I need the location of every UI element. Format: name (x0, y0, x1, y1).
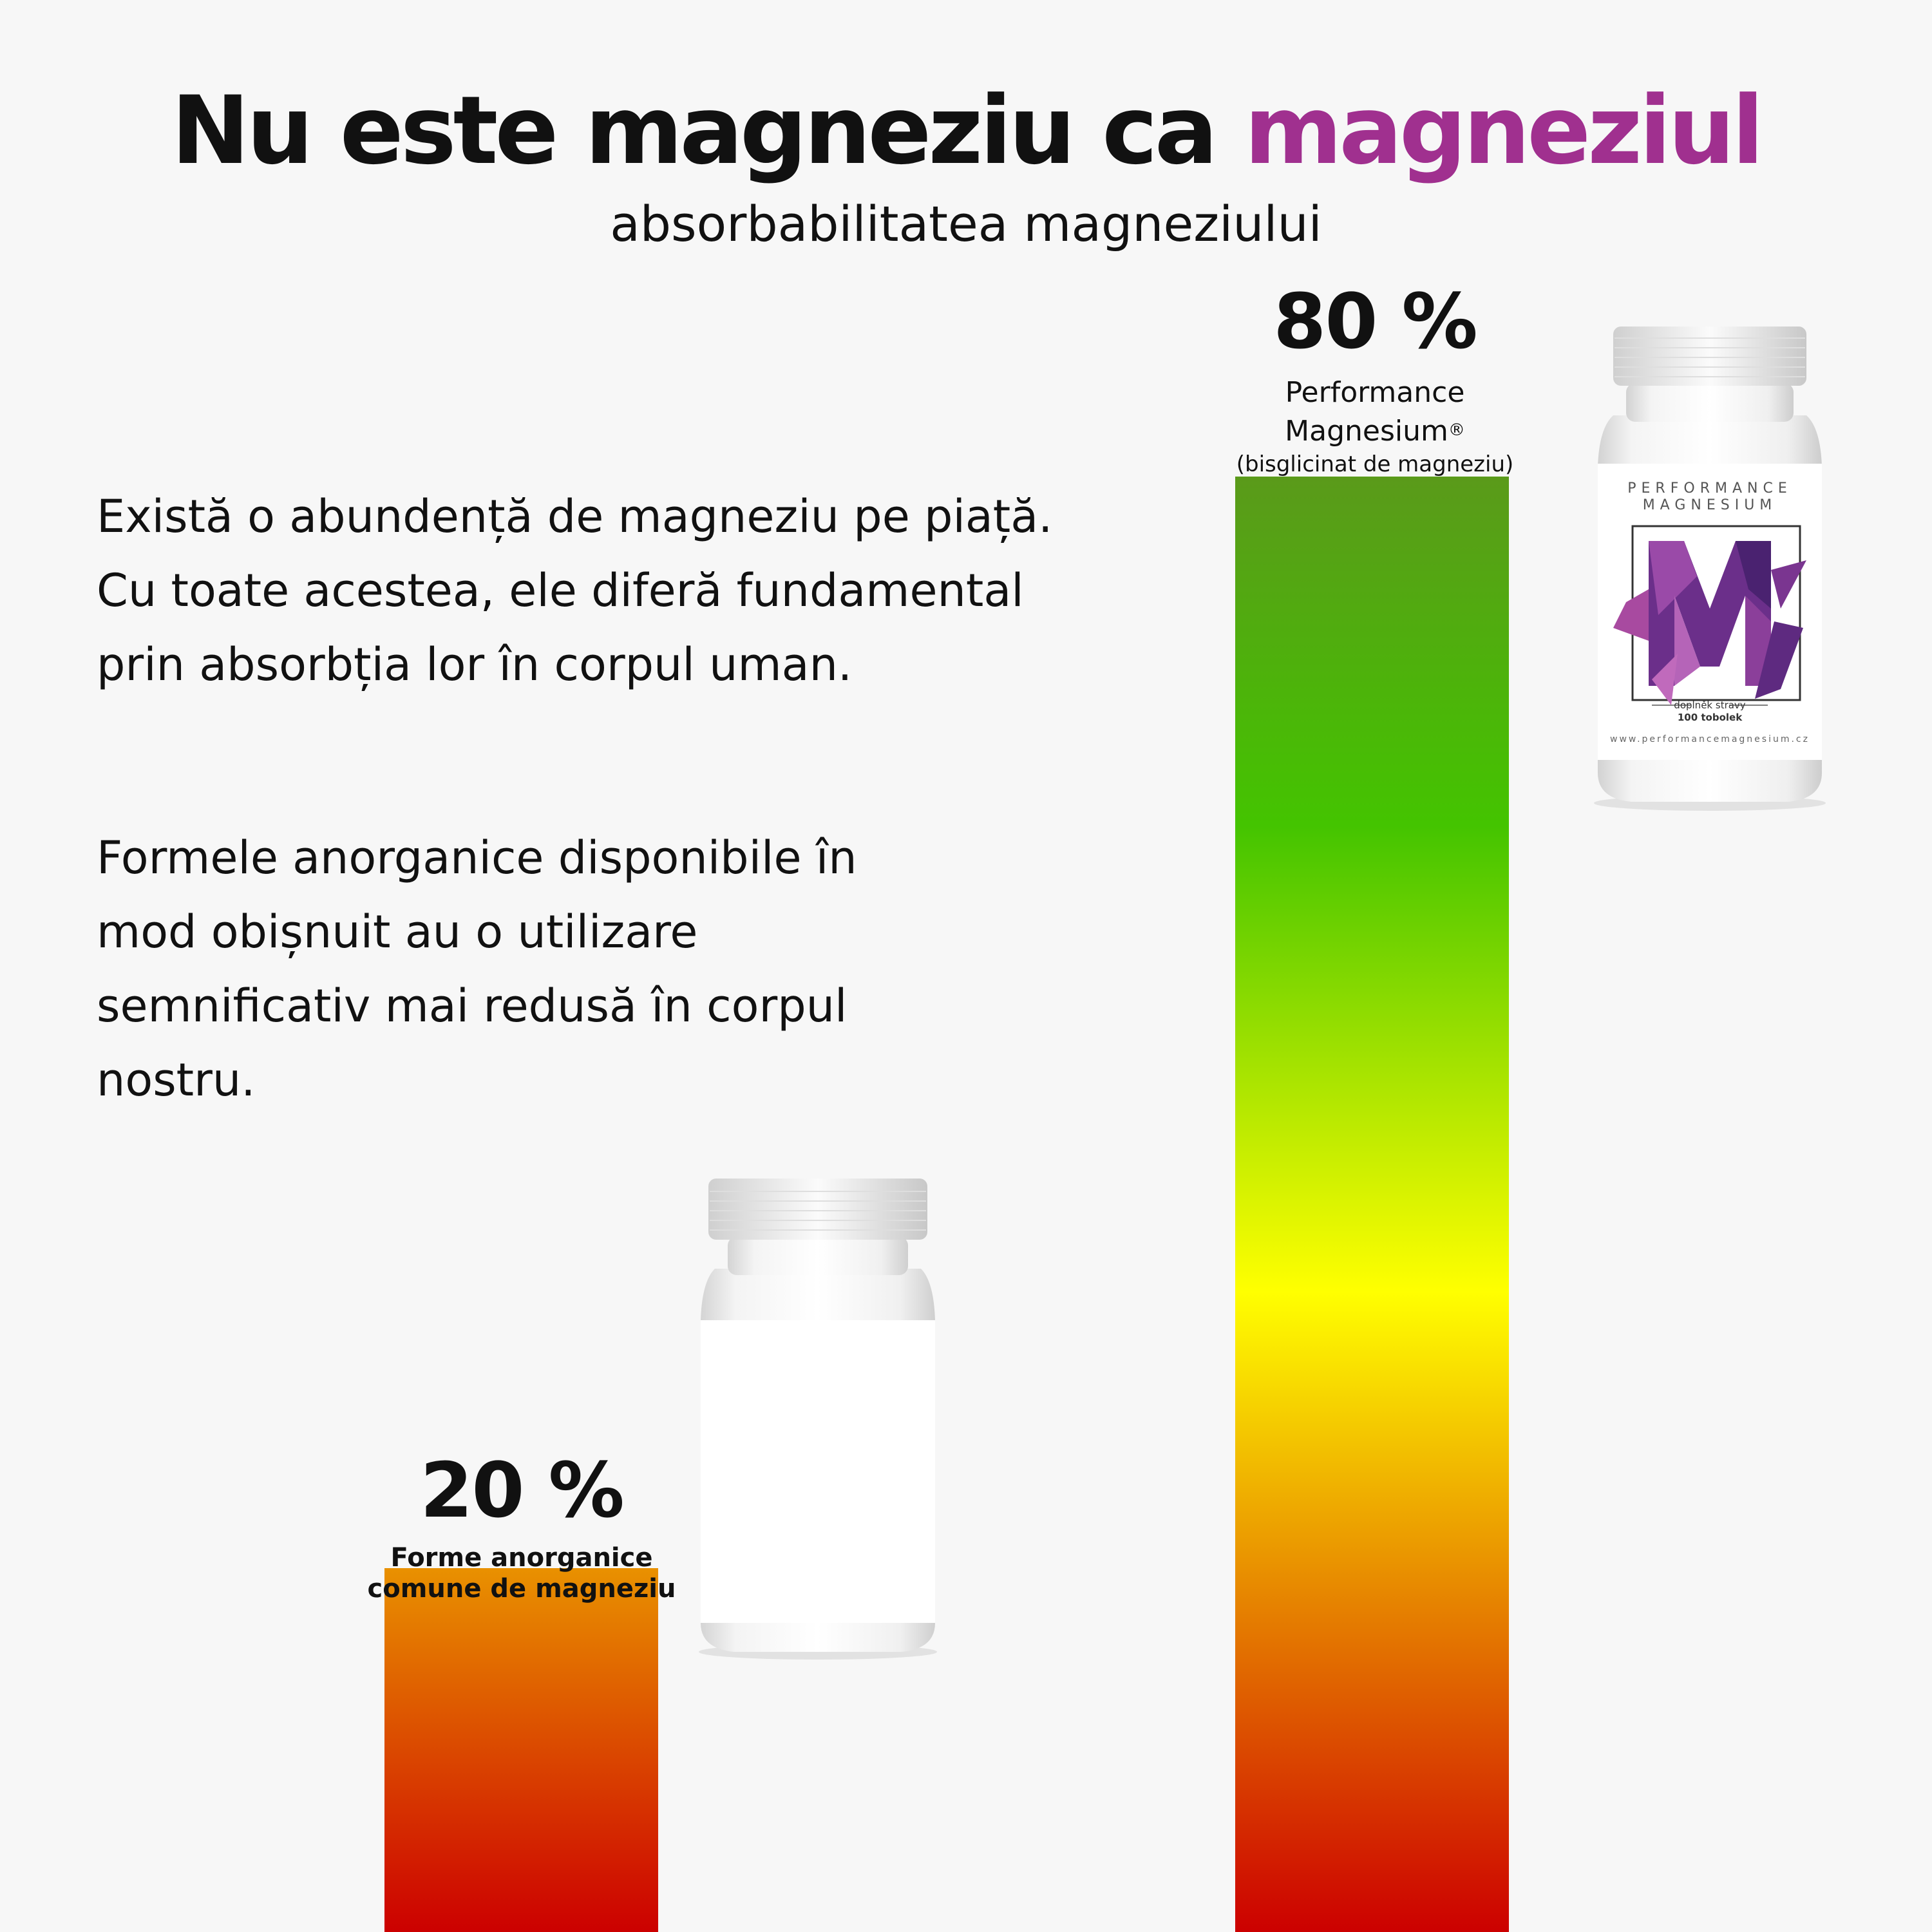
detail-line: nostru. (97, 1054, 256, 1106)
page-subtitle: absorbabilitatea magneziului (610, 195, 1322, 252)
bar-label-performance: 80 % Performance Magnesium® (bisglicinat… (1230, 283, 1520, 478)
title-accent: magneziul (1244, 76, 1764, 185)
intro-line: Cu toate acestea, ele diferă fundamental (97, 564, 1024, 617)
category-label: Magnesium® (1230, 412, 1520, 451)
bar-label-inorganic: 20 % Forme anorganice comune de magneziu (361, 1452, 683, 1604)
detail-line: mod obișnuit au o utilizare (97, 905, 698, 958)
detail-line: semnificativ mai redusă în corpul (97, 980, 848, 1032)
detail-paragraph: Formele anorganice disponibile în mod ob… (97, 821, 857, 1117)
m-logo-icon (1613, 541, 1806, 705)
product-url: www.performancemagnesium.cz (1610, 734, 1810, 744)
page-title: Nu este magneziu ca magneziul (0, 84, 1932, 178)
intro-line: prin absorbția lor în corpul uman. (97, 638, 853, 691)
brand-line2: MAGNESIUM (1643, 497, 1777, 513)
category-label-line1: Forme anorganice (390, 1543, 653, 1573)
category-label-line2: comune de magneziu (367, 1574, 676, 1604)
bar-inorganic-magnesium (384, 1568, 658, 1932)
capsule-count: 100 tobolek (1678, 712, 1743, 723)
title-main: Nu este magneziu ca (171, 76, 1245, 185)
data-label-20: 20 % (420, 1446, 625, 1535)
brand-line1: PERFORMANCE (1627, 480, 1792, 497)
registered-mark: ® (1448, 421, 1465, 440)
category-label: Performance (1230, 374, 1520, 412)
category-note: (bisglicinat de magneziu) (1236, 451, 1514, 477)
intro-paragraph: Există o abundență de magneziu pe piață.… (97, 480, 1052, 702)
blank-bottle-image (699, 1179, 937, 1660)
bar-performance-magnesium (1235, 477, 1509, 1932)
category-label-line1: Performance (1285, 376, 1465, 409)
detail-line: Formele anorganice disponibile în (97, 831, 857, 884)
intro-line: Există o abundență de magneziu pe piață. (97, 490, 1053, 543)
data-label-80: 80 % (1273, 277, 1478, 366)
category-label-line2: Magnesium (1285, 415, 1448, 448)
performance-magnesium-bottle-image: PERFORMANCE MAGNESIUM doplněk stravy 100… (1594, 327, 1826, 811)
supplement-text: doplněk stravy (1674, 699, 1746, 711)
